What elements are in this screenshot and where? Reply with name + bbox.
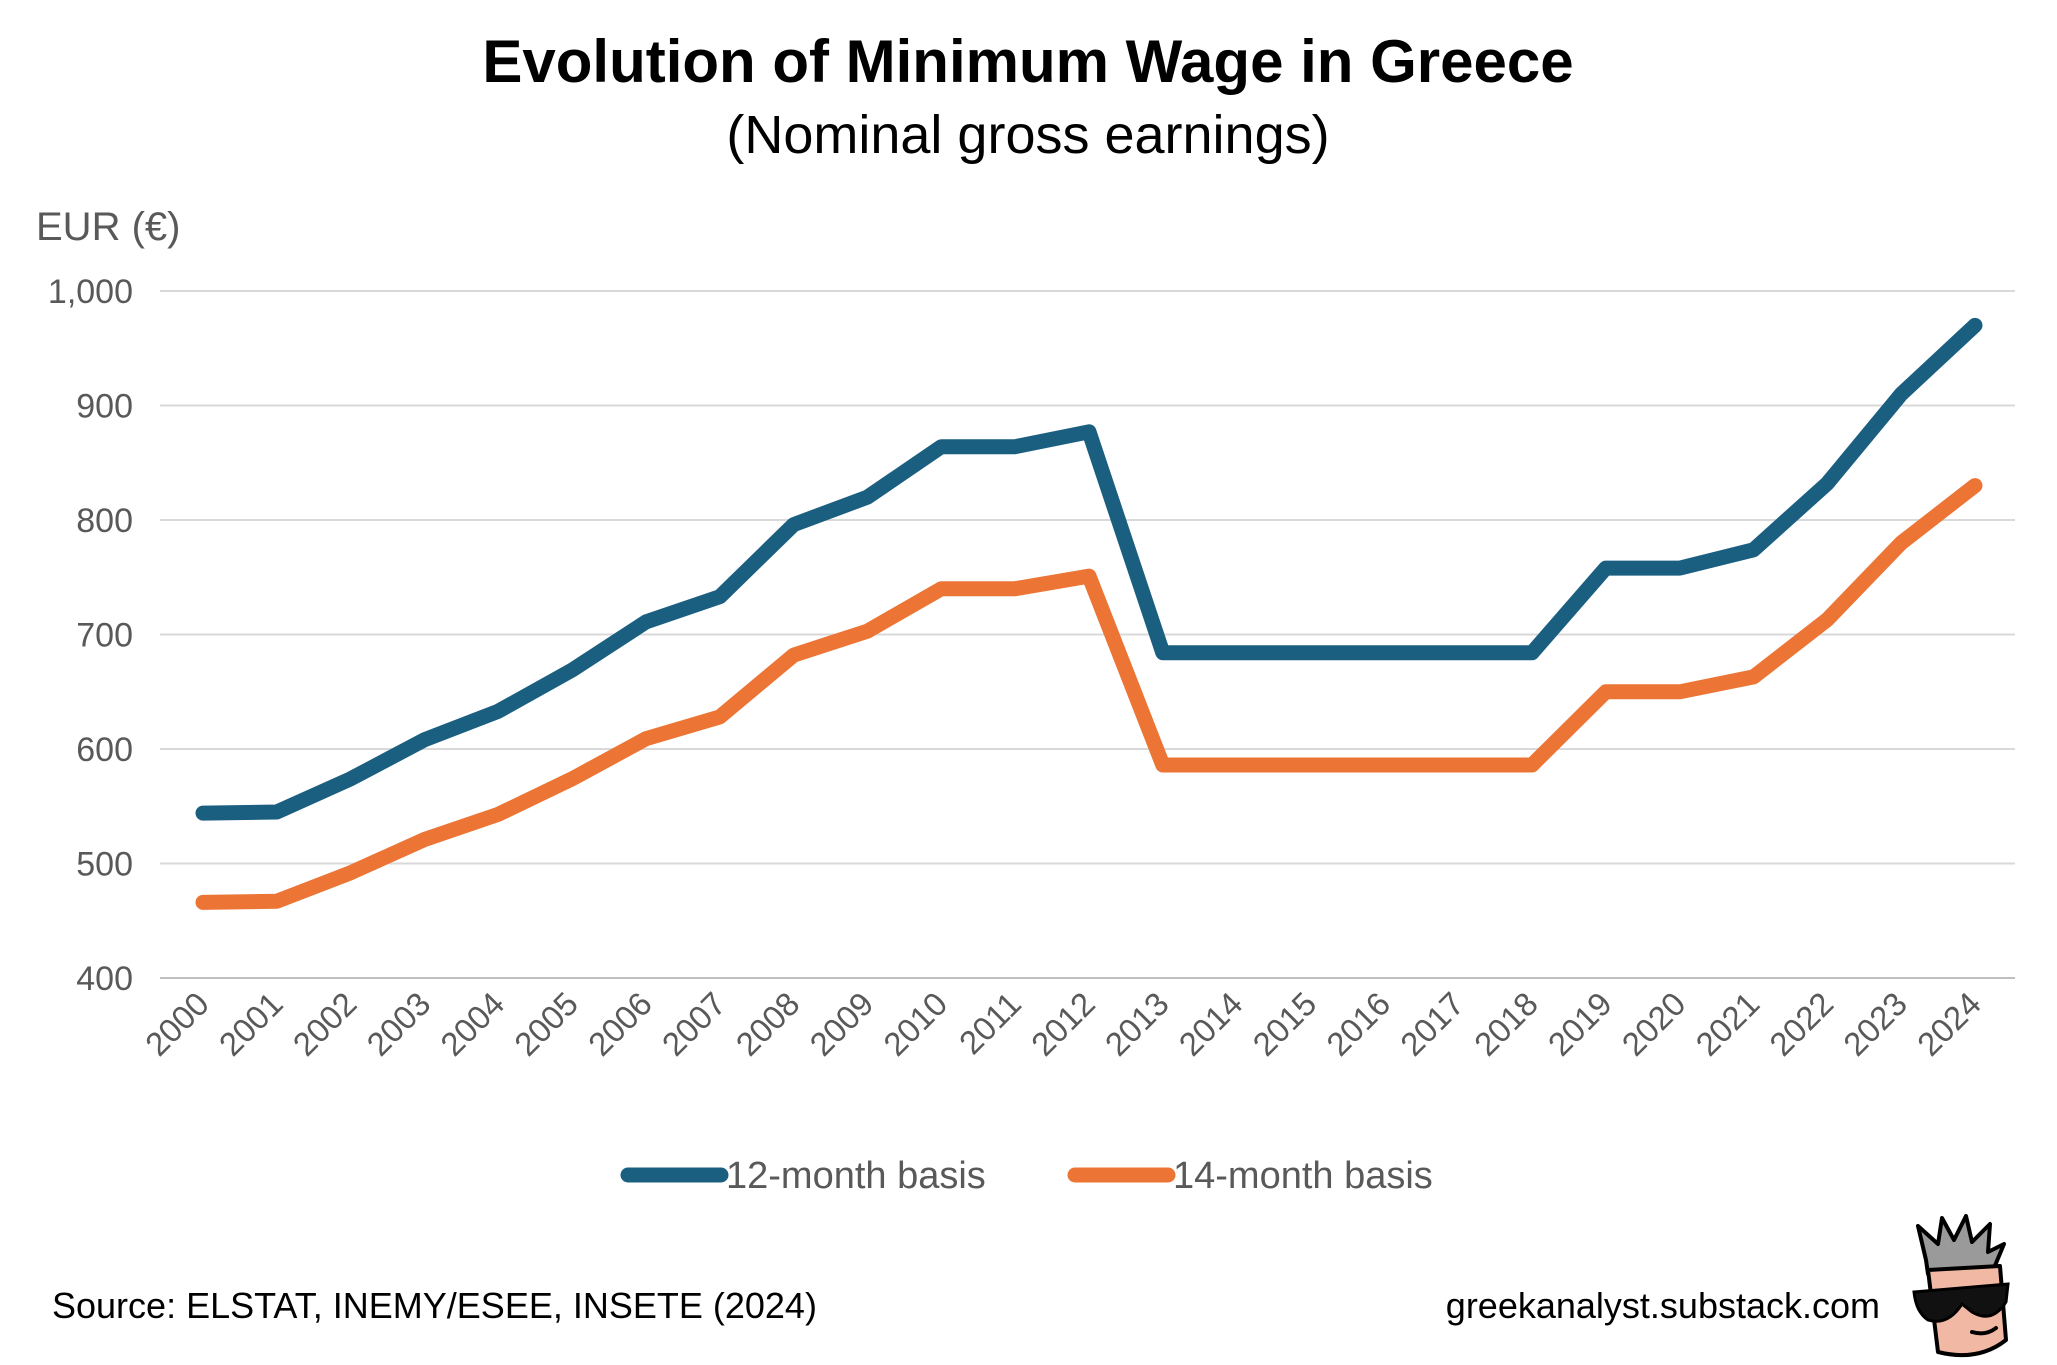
chart-title: Evolution of Minimum Wage in Greece bbox=[482, 28, 1573, 95]
y-tick-label: 800 bbox=[76, 502, 133, 540]
website-link[interactable]: greekanalyst.substack.com bbox=[1446, 1285, 1880, 1326]
legend: 12-month basis 14-month basis bbox=[620, 1155, 1433, 1197]
x-tick-label: 2014 bbox=[1172, 985, 1250, 1063]
y-tick-label: 500 bbox=[76, 846, 133, 884]
x-tick-label: 2020 bbox=[1615, 985, 1693, 1063]
x-tick-label: 2013 bbox=[1098, 985, 1176, 1063]
sunglasses-face-icon bbox=[1912, 1214, 2010, 1358]
x-tick-label: 2015 bbox=[1245, 985, 1323, 1063]
x-tick-label: 2009 bbox=[802, 985, 880, 1063]
y-tick-label: 900 bbox=[76, 388, 133, 426]
x-tick-label: 2023 bbox=[1836, 985, 1914, 1063]
grid-lines bbox=[160, 290, 2015, 979]
y-tick-label: 400 bbox=[76, 960, 133, 998]
x-tick-label: 2011 bbox=[952, 985, 1028, 1061]
x-axis-ticks: 2000200120022003200420052006200720082009… bbox=[138, 985, 1988, 1063]
y-tick-label: 1,000 bbox=[48, 273, 133, 311]
x-tick-label: 2002 bbox=[286, 985, 364, 1063]
x-tick-label: 2005 bbox=[507, 985, 585, 1063]
x-tick-label: 2017 bbox=[1393, 985, 1471, 1063]
series-line-2 bbox=[195, 478, 1983, 910]
y-tick-label: 700 bbox=[76, 617, 133, 655]
x-tick-label: 2018 bbox=[1467, 985, 1545, 1063]
x-tick-label: 2007 bbox=[655, 985, 733, 1063]
x-tick-label: 2006 bbox=[581, 985, 659, 1063]
source-note: Source: ELSTAT, INEMY/ESEE, INSETE (2024… bbox=[52, 1285, 817, 1326]
x-tick-label: 2003 bbox=[359, 985, 437, 1063]
series-lines bbox=[195, 317, 1983, 910]
x-tick-label: 2024 bbox=[1910, 985, 1988, 1063]
y-axis-label: EUR (€) bbox=[36, 205, 180, 249]
x-tick-label: 2012 bbox=[1024, 985, 1102, 1063]
x-tick-label: 2016 bbox=[1319, 985, 1397, 1063]
y-tick-label: 600 bbox=[76, 731, 133, 769]
x-tick-label: 2010 bbox=[876, 985, 954, 1063]
legend-label: 12-month basis bbox=[726, 1155, 986, 1197]
chart-subtitle: (Nominal gross earnings) bbox=[726, 105, 1329, 165]
x-tick-label: 2004 bbox=[433, 985, 511, 1063]
x-tick-label: 2001 bbox=[212, 985, 290, 1063]
x-tick-label: 2000 bbox=[138, 985, 216, 1063]
x-tick-label: 2019 bbox=[1541, 985, 1619, 1063]
y-axis-ticks: 400 500 600 700 800 900 1,000 bbox=[48, 273, 133, 998]
x-tick-label: 2008 bbox=[729, 985, 807, 1063]
x-tick-label: 2022 bbox=[1762, 985, 1840, 1063]
legend-label: 14-month basis bbox=[1173, 1155, 1433, 1197]
x-tick-label: 2021 bbox=[1688, 985, 1766, 1063]
series-line-1 bbox=[195, 317, 1983, 821]
